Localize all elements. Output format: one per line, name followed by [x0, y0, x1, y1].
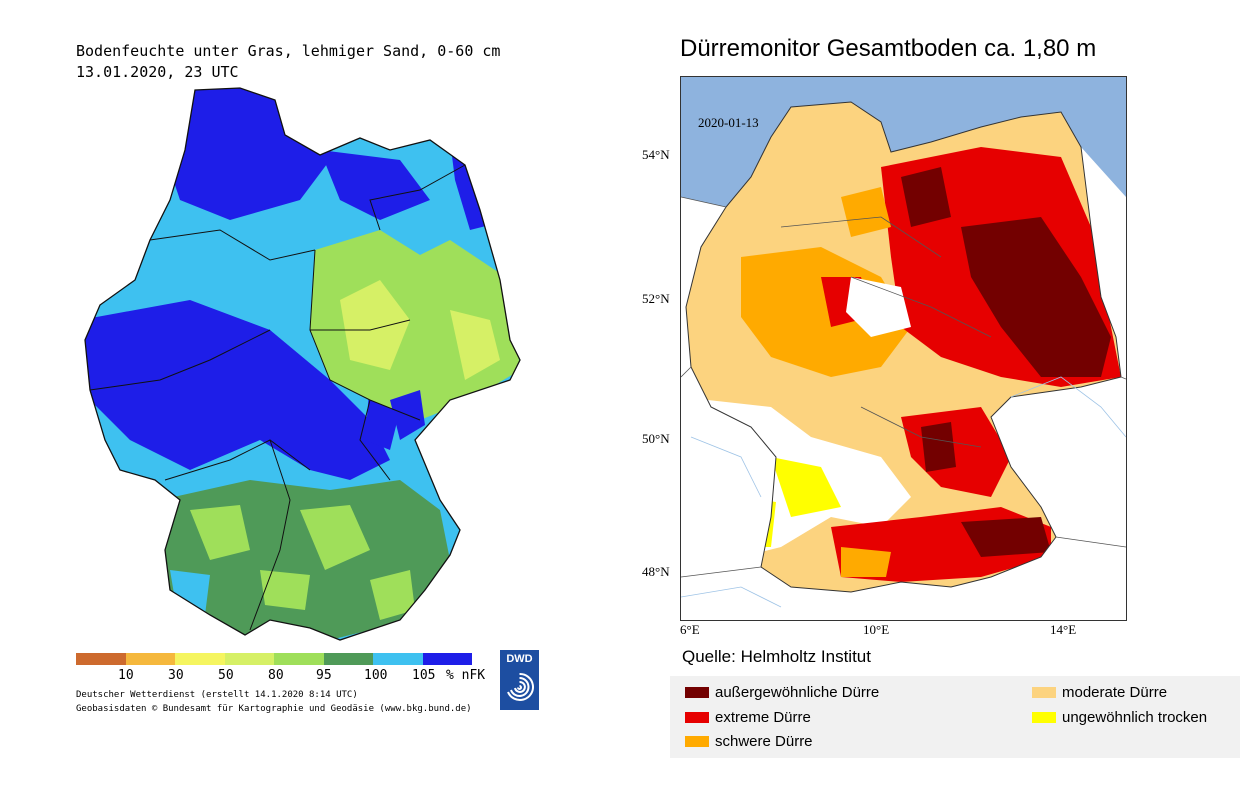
source-label: Quelle: Helmholtz Institut [682, 647, 871, 666]
swirl-icon [507, 672, 534, 701]
left-map-title: Bodenfeuchte unter Gras, lehmiger Sand, … [76, 41, 500, 83]
scale-color-box [422, 653, 472, 665]
legend-label: ungewöhnlich trocken [1062, 709, 1208, 726]
scale-tick: 30 [168, 668, 184, 683]
legend-label: extreme Dürre [715, 709, 811, 726]
scale-unit: % nFK [446, 668, 486, 683]
drought-monitor-title: Dürremonitor Gesamtboden ca. 1,80 m [680, 35, 1097, 62]
drought-map-svg [681, 77, 1126, 608]
legend-label: schwere Dürre [715, 733, 813, 750]
credit-line1: Deutscher Wetterdienst (erstellt 14.1.20… [76, 690, 358, 700]
dwd-logo: DWD [500, 650, 539, 710]
legend-swatch [685, 712, 709, 723]
map-date: 2020-01-13 [698, 115, 759, 130]
legend-swatch [685, 687, 709, 698]
dwd-credit: Deutscher Wetterdienst (erstellt 14.1.20… [76, 688, 472, 716]
lat-label-54: 54°N [642, 147, 670, 162]
lon-label-6: 6°E [680, 622, 700, 637]
legend-item: extreme Dürre [685, 709, 811, 726]
scale-color-box [323, 653, 373, 665]
legend-swatch [685, 736, 709, 747]
scale-color-box [224, 653, 274, 665]
scale-tick: 80 [268, 668, 284, 683]
scale-tick: 10 [118, 668, 134, 683]
lon-label-10: 10°E [863, 622, 890, 637]
moisture-color-scale [76, 653, 472, 665]
legend-item: moderate Dürre [1032, 684, 1167, 701]
sea-area [681, 77, 1126, 207]
scale-color-box [125, 653, 175, 665]
scale-tick: 50 [218, 668, 234, 683]
legend-item: schwere Dürre [685, 733, 813, 750]
scale-tick: 95 [316, 668, 332, 683]
drought-legend: außergewöhnliche Dürre extreme Dürre sch… [670, 676, 1240, 758]
lat-label-48: 48°N [642, 564, 670, 579]
left-title-line1: Bodenfeuchte unter Gras, lehmiger Sand, … [76, 42, 501, 60]
lon-label-14: 14°E [1050, 622, 1077, 637]
legend-item: ungewöhnlich trocken [1032, 709, 1207, 726]
lat-label-52: 52°N [642, 291, 670, 306]
scale-color-box [373, 653, 423, 665]
soil-moisture-map [84, 87, 521, 641]
legend-label: moderate Dürre [1062, 684, 1168, 701]
scale-color-box [76, 653, 126, 665]
legend-item: außergewöhnliche Dürre [685, 684, 879, 701]
left-title-line2: 13.01.2020, 23 UTC [76, 63, 239, 81]
scale-color-box [274, 653, 324, 665]
moisture-scale-ticks: 10 30 50 80 95 100 105 % nFK [76, 668, 506, 686]
scale-tick: 105 [412, 668, 436, 683]
legend-swatch [1032, 712, 1056, 723]
drought-map [680, 76, 1127, 621]
lat-label-50: 50°N [642, 431, 670, 446]
credit-line2: Geobasisdaten © Bundesamt für Kartograph… [76, 704, 472, 714]
legend-label: außergewöhnliche Dürre [715, 684, 880, 701]
scale-tick: 100 [364, 668, 388, 683]
dwd-logo-text: DWD [506, 653, 533, 665]
legend-swatch [1032, 687, 1056, 698]
scale-color-box [175, 653, 225, 665]
